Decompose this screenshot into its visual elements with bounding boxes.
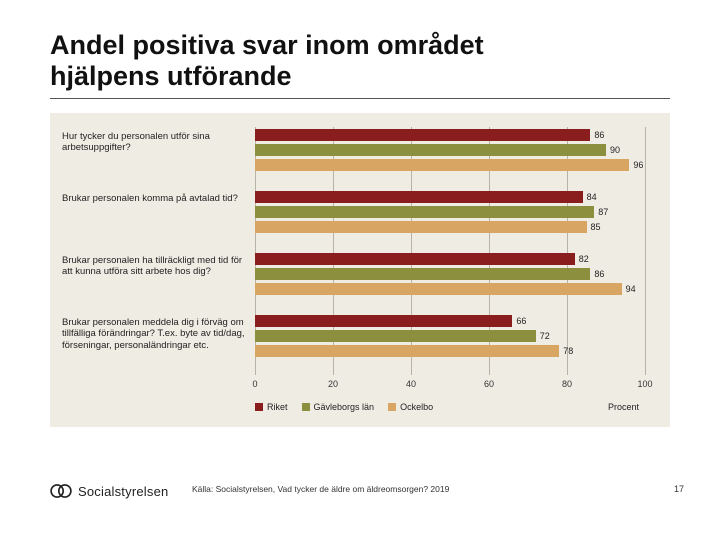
bar-gävleborgs-län (255, 268, 590, 280)
legend-label-gavleborg: Gävleborgs län (314, 402, 375, 412)
slide: Andel positiva svar inom området hjälpen… (0, 0, 720, 540)
x-tick-label: 80 (562, 379, 572, 389)
bar-value-label: 86 (590, 268, 604, 280)
bar-value-label: 86 (590, 129, 604, 141)
logo-icon (50, 480, 72, 502)
legend-swatch-riket (255, 403, 263, 411)
bar-ockelbo (255, 159, 629, 171)
x-tick-label: 20 (328, 379, 338, 389)
bar-value-label: 82 (575, 253, 589, 265)
bar-riket (255, 315, 512, 327)
bar-riket (255, 253, 575, 265)
x-tick-label: 100 (637, 379, 652, 389)
bar-value-label: 96 (629, 159, 643, 171)
bar-value-label: 94 (622, 283, 636, 295)
page-title: Andel positiva svar inom området hjälpen… (50, 30, 670, 92)
bar-ockelbo (255, 345, 559, 357)
bar-gävleborgs-län (255, 330, 536, 342)
bar-value-label: 78 (559, 345, 573, 357)
legend-swatch-ockelbo (388, 403, 396, 411)
category-label: Brukar personalen ha tillräckligt med ti… (62, 255, 248, 278)
bar-riket (255, 129, 590, 141)
logo-text: Socialstyrelsen (78, 484, 168, 499)
chart-container: Hur tycker du personalen utför sina arbe… (50, 113, 670, 427)
bar-value-label: 87 (594, 206, 608, 218)
bar-value-label: 66 (512, 315, 526, 327)
grid-line (645, 127, 646, 375)
x-axis-label: Procent (608, 402, 645, 412)
category-label: Hur tycker du personalen utför sina arbe… (62, 131, 248, 154)
title-rule (50, 98, 670, 99)
x-tick-label: 0 (252, 379, 257, 389)
plot-area: 020406080100869096848785828694667278 (255, 127, 645, 375)
legend-item-ockelbo: Ockelbo (388, 402, 433, 412)
bar-ockelbo (255, 221, 587, 233)
source-text: Källa: Socialstyrelsen, Vad tycker de äl… (192, 484, 449, 494)
legend-swatch-gavleborg (302, 403, 310, 411)
legend-label-ockelbo: Ockelbo (400, 402, 433, 412)
legend-label-riket: Riket (267, 402, 288, 412)
x-tick-label: 60 (484, 379, 494, 389)
category-labels: Hur tycker du personalen utför sina arbe… (62, 127, 248, 375)
legend-item-gavleborg: Gävleborgs län (302, 402, 375, 412)
logo: Socialstyrelsen (50, 480, 168, 502)
bar-value-label: 72 (536, 330, 550, 342)
bar-gävleborgs-län (255, 206, 594, 218)
category-label: Brukar personalen komma på avtalad tid? (62, 193, 248, 204)
category-label: Brukar personalen meddela dig i förväg o… (62, 317, 248, 351)
bar-gävleborgs-län (255, 144, 606, 156)
legend-item-riket: Riket (255, 402, 288, 412)
bar-ockelbo (255, 283, 622, 295)
legend: Riket Gävleborgs län Ockelbo Procent (255, 393, 645, 421)
bar-value-label: 85 (587, 221, 601, 233)
title-line2: hjälpens utförande (50, 61, 292, 91)
bar-riket (255, 191, 583, 203)
bar-value-label: 90 (606, 144, 620, 156)
x-tick-label: 40 (406, 379, 416, 389)
title-line1: Andel positiva svar inom området (50, 30, 484, 60)
page-number: 17 (674, 484, 684, 494)
bar-value-label: 84 (583, 191, 597, 203)
